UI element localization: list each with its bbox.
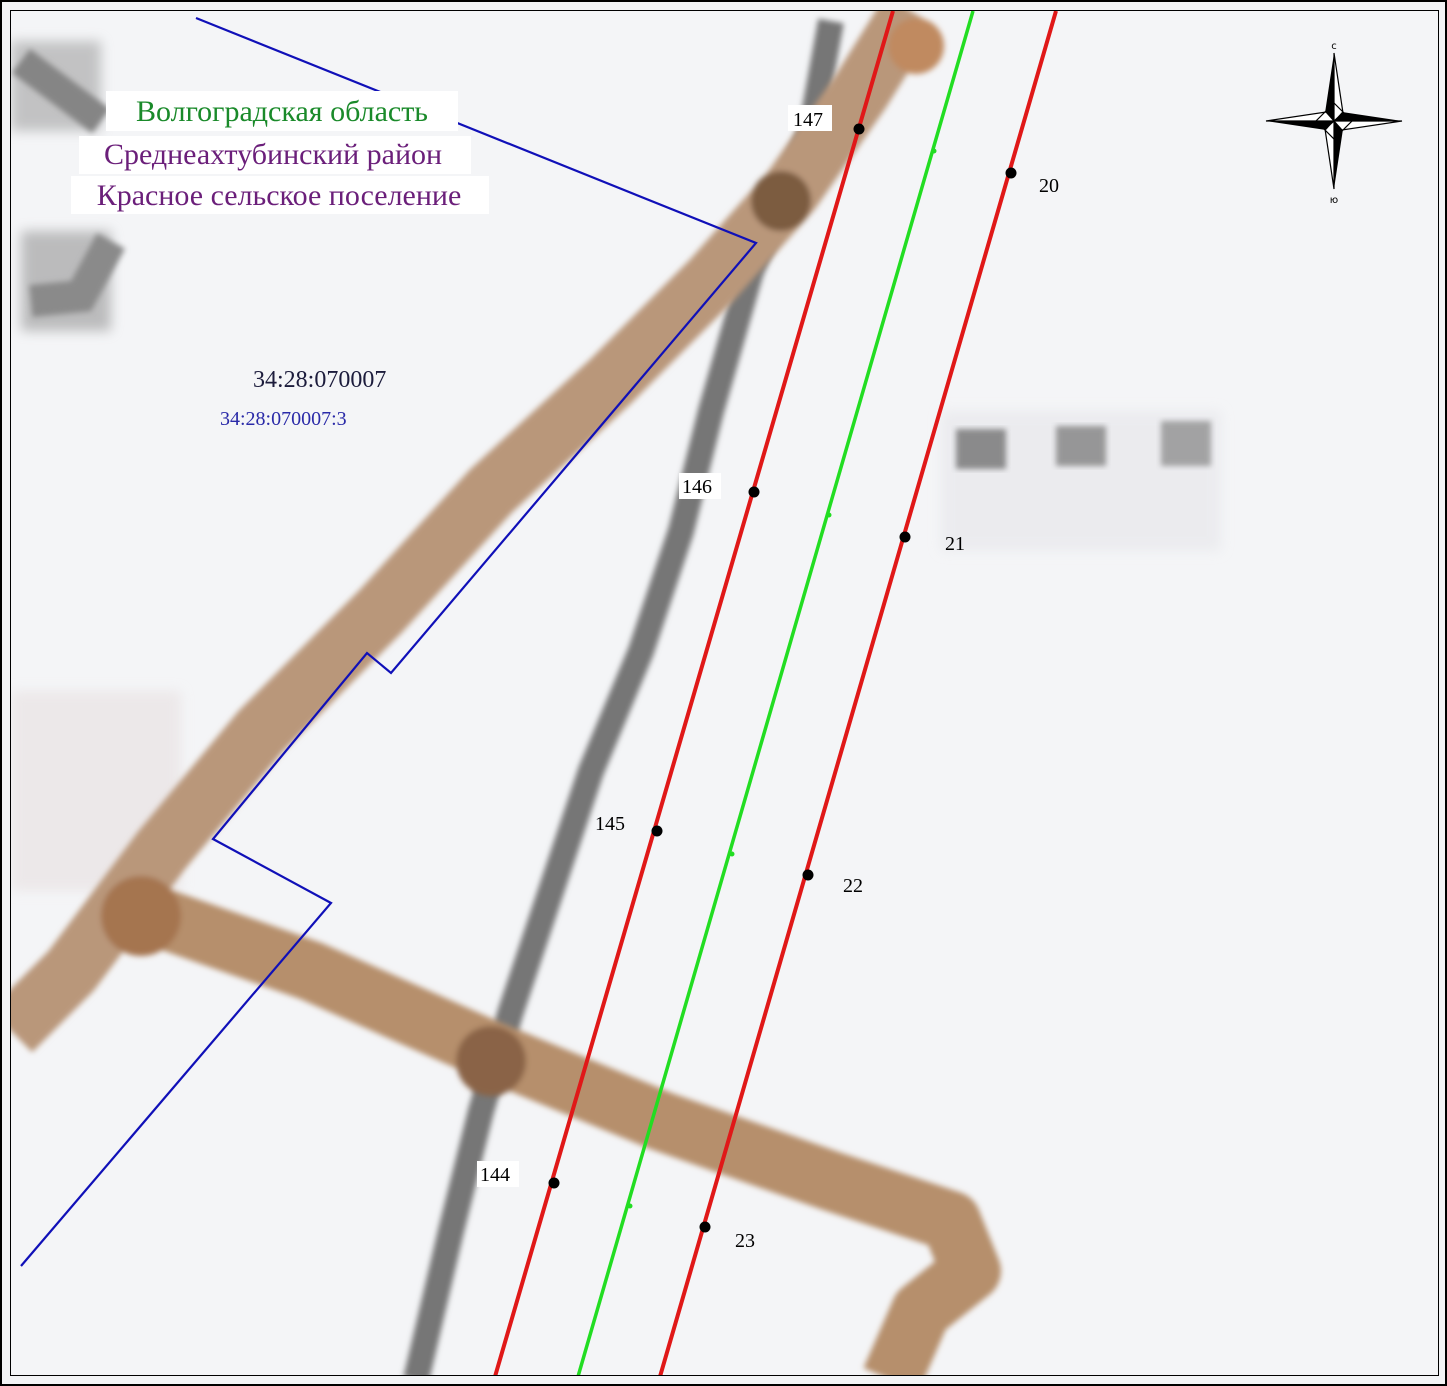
red-line-right xyxy=(658,11,1058,1375)
point-146[interactable] xyxy=(748,486,760,498)
green-center-line xyxy=(576,11,975,1375)
district-label: Среднеахтубинский район xyxy=(104,138,442,171)
point-label-20: 20 xyxy=(1039,175,1059,197)
point-label-145: 145 xyxy=(595,813,625,835)
point-22[interactable] xyxy=(802,869,814,881)
parcel-label: 34:28:070007:3 xyxy=(220,408,347,430)
map-canvas: Волгоградская область Среднеахтубинский … xyxy=(11,11,1403,1375)
point-147[interactable] xyxy=(853,123,865,135)
background-squares xyxy=(956,421,1211,469)
map-viewport[interactable]: Волгоградская область Среднеахтубинский … xyxy=(10,10,1439,1376)
points-left: 147 146 145 144 xyxy=(477,105,865,1189)
region-label: Волгоградская область xyxy=(136,95,428,128)
point-144[interactable] xyxy=(548,1177,560,1189)
quarter-label: 34:28:070007 xyxy=(253,367,386,393)
brown-road xyxy=(11,11,1001,1375)
compass-south-label: ю xyxy=(1330,195,1338,206)
point-20[interactable] xyxy=(1005,167,1017,179)
point-21[interactable] xyxy=(899,531,911,543)
point-label-146: 146 xyxy=(682,476,712,498)
point-label-21: 21 xyxy=(945,533,965,555)
points-right: 20 21 22 23 xyxy=(699,167,1059,1252)
green-line-ticks xyxy=(627,148,937,1209)
point-23[interactable] xyxy=(699,1221,711,1233)
point-label-22: 22 xyxy=(843,875,863,897)
point-label-147: 147 xyxy=(793,109,823,131)
point-145[interactable] xyxy=(651,825,663,837)
cadastral-boundary xyxy=(20,16,758,1267)
red-line-left xyxy=(493,11,895,1375)
point-label-144: 144 xyxy=(480,1164,510,1186)
settlement-label: Красное сельское поселение xyxy=(97,179,462,212)
point-label-23: 23 xyxy=(735,1230,755,1252)
region-label-group: Волгоградская область Среднеахтубинский … xyxy=(71,91,489,214)
compass-rose-icon: с ю xyxy=(1265,41,1403,206)
compass-north-label: с xyxy=(1331,41,1337,52)
